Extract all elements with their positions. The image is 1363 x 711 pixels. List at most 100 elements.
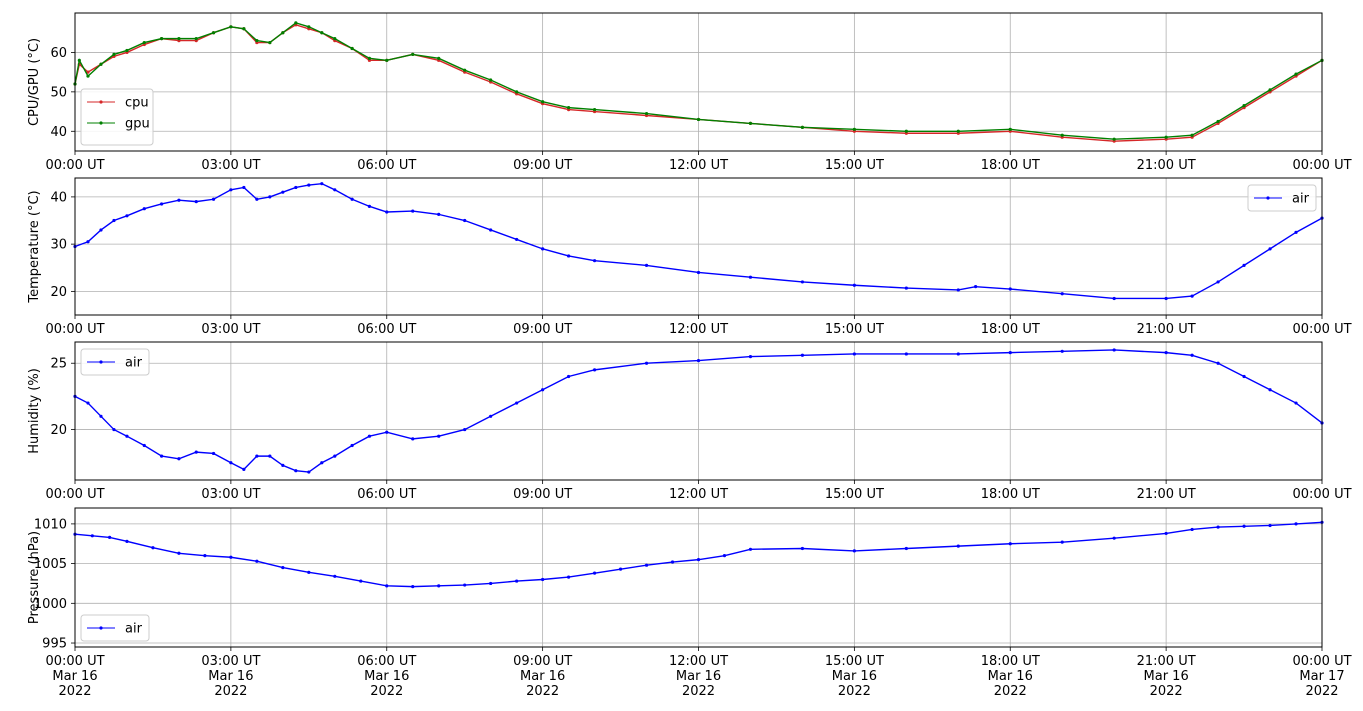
x-tick-label: 00:00 UT	[1292, 487, 1351, 502]
data-point-air	[1164, 531, 1168, 536]
data-point-air	[125, 539, 129, 543]
data-point-gpu	[541, 100, 545, 104]
data-point-air	[99, 228, 103, 232]
series-line-air	[74, 521, 1323, 588]
axes-frame	[74, 12, 1323, 152]
data-point-air	[281, 565, 285, 570]
x-tick-label: 03:00 UT	[201, 487, 260, 502]
y-axis-label: Humidity (%)	[27, 368, 42, 454]
data-point-air	[852, 352, 856, 356]
data-point-gpu	[437, 56, 441, 60]
legend-marker-gpu	[99, 121, 103, 125]
data-point-gpu	[86, 74, 90, 78]
data-point-air	[307, 183, 311, 187]
legend-marker-air	[99, 360, 103, 364]
temperature-panel: 00:00 UT 03:00 UT 06:00 UT 09:00 UT 12:00 UT…	[27, 177, 1352, 337]
data-point-gpu	[125, 48, 129, 53]
data-point-gpu	[194, 37, 198, 41]
data-point-gpu	[307, 25, 311, 29]
data-point-air	[255, 559, 259, 563]
axes-frame	[74, 507, 1323, 648]
data-point-air	[1008, 542, 1012, 546]
data-point-air	[142, 443, 146, 448]
data-point-air	[463, 218, 467, 223]
data-point-air	[956, 352, 960, 356]
data-point-gpu	[1112, 137, 1116, 141]
data-point-air	[385, 210, 389, 214]
data-point-air	[229, 188, 233, 192]
data-point-air	[320, 182, 324, 186]
pressure-panel: 00:00 UT Mar 16 2022 03:00 UT Mar 16 2022 06:0…	[27, 507, 1352, 699]
data-point-air	[515, 401, 519, 405]
data-point-air	[159, 454, 164, 458]
data-point-air	[112, 218, 116, 223]
x-tick-label: 09:00 UT	[513, 487, 572, 502]
data-point-air	[1060, 540, 1064, 544]
data-point-air	[592, 259, 597, 263]
y-tick-label: 20	[50, 423, 67, 438]
data-point-gpu	[1242, 104, 1246, 108]
data-point-air	[125, 214, 129, 218]
data-point-gpu	[77, 58, 81, 62]
y-tick-label: 40	[50, 125, 67, 140]
data-point-air	[112, 427, 116, 432]
data-point-air	[748, 354, 753, 359]
data-point-gpu	[852, 127, 856, 131]
data-point-air	[800, 353, 805, 357]
data-point-air	[592, 368, 597, 372]
data-point-air	[437, 584, 441, 588]
data-point-air	[463, 583, 467, 587]
x-tick-label: 18:00 UT Mar 16 2022	[981, 654, 1040, 699]
data-point-air	[1294, 522, 1298, 526]
data-point-gpu	[696, 117, 701, 122]
data-point-air	[411, 209, 415, 213]
data-point-gpu	[592, 108, 597, 112]
data-point-air	[852, 283, 856, 287]
data-point-gpu	[242, 27, 246, 31]
y-tick-label: 1000	[34, 597, 67, 612]
data-point-air	[1268, 247, 1272, 251]
x-tick-label: 03:00 UT	[201, 158, 260, 173]
y-tick-label: 995	[42, 637, 67, 652]
data-point-air	[367, 434, 372, 438]
data-point-air	[567, 254, 571, 258]
data-point-air	[515, 579, 519, 583]
data-point-gpu	[1294, 72, 1298, 76]
data-point-air	[367, 204, 372, 208]
x-tick-label: 18:00 UT	[981, 322, 1040, 337]
data-point-air	[242, 467, 246, 471]
data-point-air	[1242, 263, 1246, 267]
data-point-air	[800, 280, 805, 284]
data-point-air	[489, 581, 493, 586]
x-tick-label: 03:00 UT Mar 16 2022	[201, 654, 260, 699]
data-point-air	[151, 546, 155, 550]
x-tick-label: 15:00 UT	[825, 158, 884, 173]
legend: air	[1247, 184, 1317, 212]
data-point-air	[1268, 388, 1272, 392]
x-tick-label: 21:00 UT	[1137, 322, 1196, 337]
data-point-gpu	[515, 90, 519, 94]
y-tick-label: 1010	[34, 517, 67, 532]
data-point-air	[722, 554, 727, 558]
data-point-air	[1190, 527, 1194, 532]
data-point-air	[268, 195, 272, 199]
y-tick-label: 40	[50, 190, 67, 205]
y-tick-label: 1005	[34, 557, 67, 572]
data-point-air	[974, 285, 978, 289]
data-point-air	[211, 197, 216, 201]
data-point-gpu	[1268, 88, 1272, 92]
data-point-air	[1294, 401, 1298, 405]
cpu-gpu-panel: 00:00 UT 03:00 UT 06:00 UT 09:00 UT 12:00 UT…	[27, 12, 1352, 173]
data-point-air	[1216, 361, 1220, 365]
data-point-air	[437, 212, 441, 216]
data-point-air	[281, 463, 285, 468]
axes-frame	[74, 341, 1323, 481]
legend-label-air: air	[125, 622, 143, 637]
data-point-air	[463, 427, 467, 432]
x-tick-label: 06:00 UT	[357, 158, 416, 173]
data-point-air	[177, 551, 181, 555]
x-tick-label: 00:00 UT Mar 17 2022	[1292, 654, 1351, 699]
x-tick-label: 12:00 UT Mar 16 2022	[669, 654, 728, 699]
data-point-air	[1164, 296, 1168, 301]
data-point-air	[1294, 230, 1298, 234]
